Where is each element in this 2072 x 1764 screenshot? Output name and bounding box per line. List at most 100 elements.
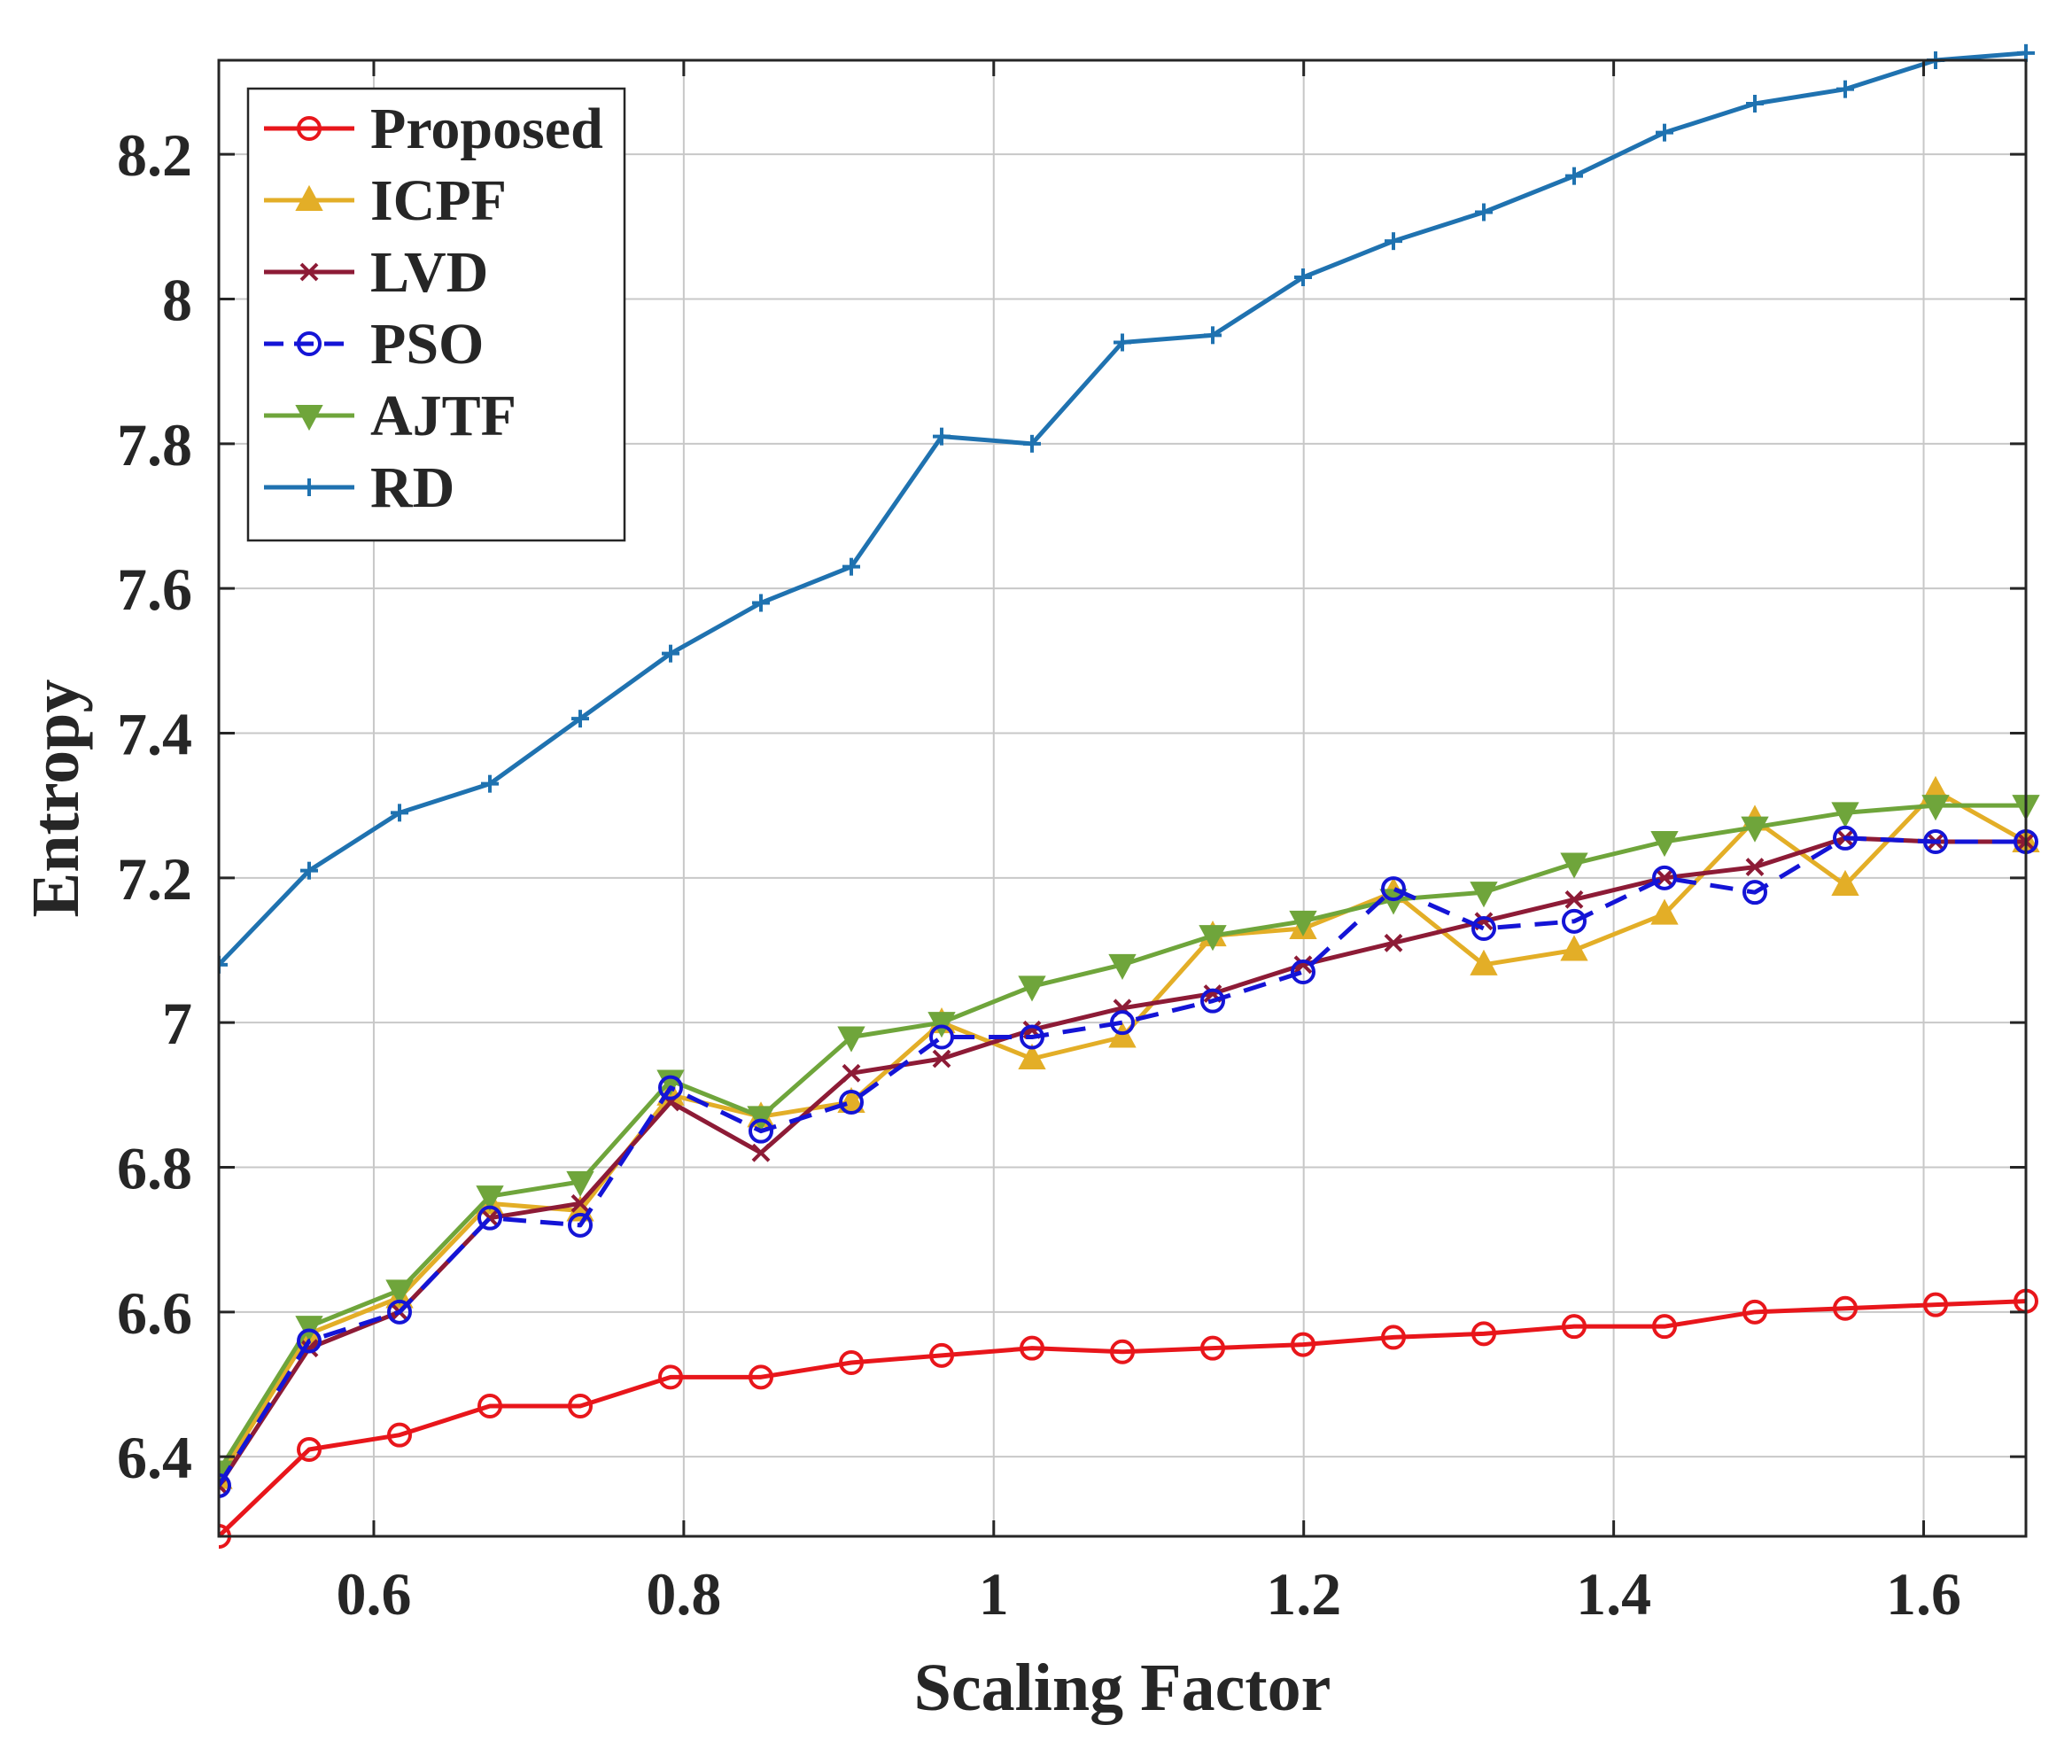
data-point-lvd xyxy=(1655,868,1674,888)
data-point-pso xyxy=(477,1205,502,1231)
legend-label-icpf: ICPF xyxy=(370,168,507,233)
legend-label-pso: PSO xyxy=(370,312,484,377)
data-point-pso xyxy=(929,1024,954,1050)
legend-label-proposed: Proposed xyxy=(370,97,603,161)
x-tick-label: 1.4 xyxy=(1576,1560,1651,1628)
data-point-pso xyxy=(297,1328,322,1354)
data-point-proposed xyxy=(1291,1332,1315,1357)
data-point-proposed xyxy=(1562,1314,1587,1340)
y-tick-label: 7 xyxy=(162,990,192,1057)
data-point-rd xyxy=(662,644,679,663)
legend-entry-lvd: LVD xyxy=(264,240,488,305)
data-point-rd xyxy=(1836,80,1854,98)
legend-marker-pso xyxy=(297,331,322,356)
axis-ticks: 0.6 0.8 1 1.2 1.4 1.6 6.4 6.6 6.8 7 7.2 7.4 7.6 7.8 8 8… xyxy=(117,60,2026,1628)
series-ajtf xyxy=(219,795,2040,1487)
data-point-rd xyxy=(1746,95,1764,113)
y-axis-label: Entropy xyxy=(19,680,93,918)
legend-label-ajtf: AJTF xyxy=(370,384,516,448)
legend-marker-proposed xyxy=(297,116,322,141)
data-point-proposed xyxy=(839,1350,864,1375)
marker-stroke xyxy=(1293,955,1313,975)
data-point-pso xyxy=(1471,916,1496,941)
legend-entry-rd: RD xyxy=(264,455,454,520)
legend-marker-rd xyxy=(300,478,318,496)
data-point-ajtf xyxy=(927,1012,956,1038)
legend-label-lvd: LVD xyxy=(370,240,488,305)
data-point-ajtf xyxy=(1741,816,1769,843)
legend-marker-ajtf xyxy=(295,405,323,431)
data-point-pso xyxy=(1291,960,1315,984)
data-point-rd xyxy=(571,710,589,728)
series-line-pso xyxy=(219,835,2026,1488)
data-point-ajtf xyxy=(295,1316,323,1342)
x-tick-label: 0.8 xyxy=(646,1560,721,1628)
data-point-ajtf xyxy=(837,1026,865,1053)
data-point-pso xyxy=(1562,908,1587,934)
series-proposed xyxy=(219,1288,2038,1549)
data-point-pso xyxy=(1020,1024,1044,1050)
data-point-pso xyxy=(568,1212,593,1238)
data-point-proposed xyxy=(749,1364,773,1390)
y-tick-label: 8 xyxy=(162,267,192,334)
marker-stroke xyxy=(570,1193,590,1213)
data-point-rd xyxy=(219,955,228,974)
data-point-icpf xyxy=(1650,898,1679,925)
legend-marker-lvd xyxy=(299,262,319,282)
data-point-ajtf xyxy=(1108,953,1137,980)
data-point-pso xyxy=(1742,880,1767,905)
y-tick-label: 7.6 xyxy=(117,556,192,623)
data-point-proposed xyxy=(1020,1335,1044,1361)
data-point-ajtf xyxy=(1831,802,1859,828)
legend-entry-pso: PSO xyxy=(264,312,484,377)
data-point-rd xyxy=(1475,203,1493,221)
legend-entry-ajtf: AJTF xyxy=(264,384,516,448)
data-point-icpf xyxy=(1108,1022,1137,1048)
x-tick-label: 1.6 xyxy=(1886,1560,1961,1628)
legend-entry-icpf: ICPF xyxy=(264,168,507,233)
marker-stroke xyxy=(1655,868,1674,888)
data-point-rd xyxy=(1294,268,1312,286)
marker-stroke xyxy=(932,1049,951,1069)
data-point-icpf xyxy=(1470,949,1498,975)
x-tick-label: 1.2 xyxy=(1266,1560,1341,1628)
data-point-pso xyxy=(1200,988,1225,1014)
data-point-pso xyxy=(658,1075,683,1100)
data-point-ajtf xyxy=(747,1106,775,1132)
data-point-lvd xyxy=(1384,933,1403,952)
legend-label-rd: RD xyxy=(370,455,454,520)
data-point-rd xyxy=(481,774,499,793)
data-point-pso xyxy=(1110,1010,1135,1036)
y-tick-label: 6.8 xyxy=(117,1135,192,1202)
data-point-proposed xyxy=(1742,1299,1767,1325)
y-tick-label: 8.2 xyxy=(117,121,192,189)
marker-stroke xyxy=(751,1143,771,1162)
data-point-pso xyxy=(1381,876,1406,902)
data-point-proposed xyxy=(1471,1321,1496,1347)
data-point-ajtf xyxy=(385,1279,414,1306)
data-point-proposed xyxy=(1652,1314,1677,1340)
data-point-icpf xyxy=(1560,935,1588,961)
marker-stroke xyxy=(1745,858,1765,876)
legend-entry-proposed: Proposed xyxy=(264,97,603,161)
series-lvd xyxy=(219,828,2036,1496)
data-point-rd xyxy=(1385,232,1402,251)
data-point-rd xyxy=(300,861,318,880)
legend-box xyxy=(246,87,626,542)
data-point-proposed xyxy=(1200,1335,1225,1361)
data-point-proposed xyxy=(658,1364,683,1390)
legend-marker-icpf xyxy=(295,184,323,211)
data-point-pso xyxy=(219,1473,231,1498)
data-point-rd xyxy=(1656,123,1673,142)
marker-stroke xyxy=(299,262,319,282)
data-point-rd xyxy=(1204,326,1222,345)
series-line-proposed xyxy=(219,1299,2027,1538)
data-point-ajtf xyxy=(656,1069,685,1096)
data-point-proposed xyxy=(387,1422,412,1448)
data-point-lvd xyxy=(1293,955,1313,975)
marker-stroke xyxy=(1203,984,1222,1003)
marker-stroke xyxy=(1384,933,1403,952)
x-tick-label: 1 xyxy=(979,1560,1009,1628)
data-point-pso xyxy=(1923,829,1948,854)
